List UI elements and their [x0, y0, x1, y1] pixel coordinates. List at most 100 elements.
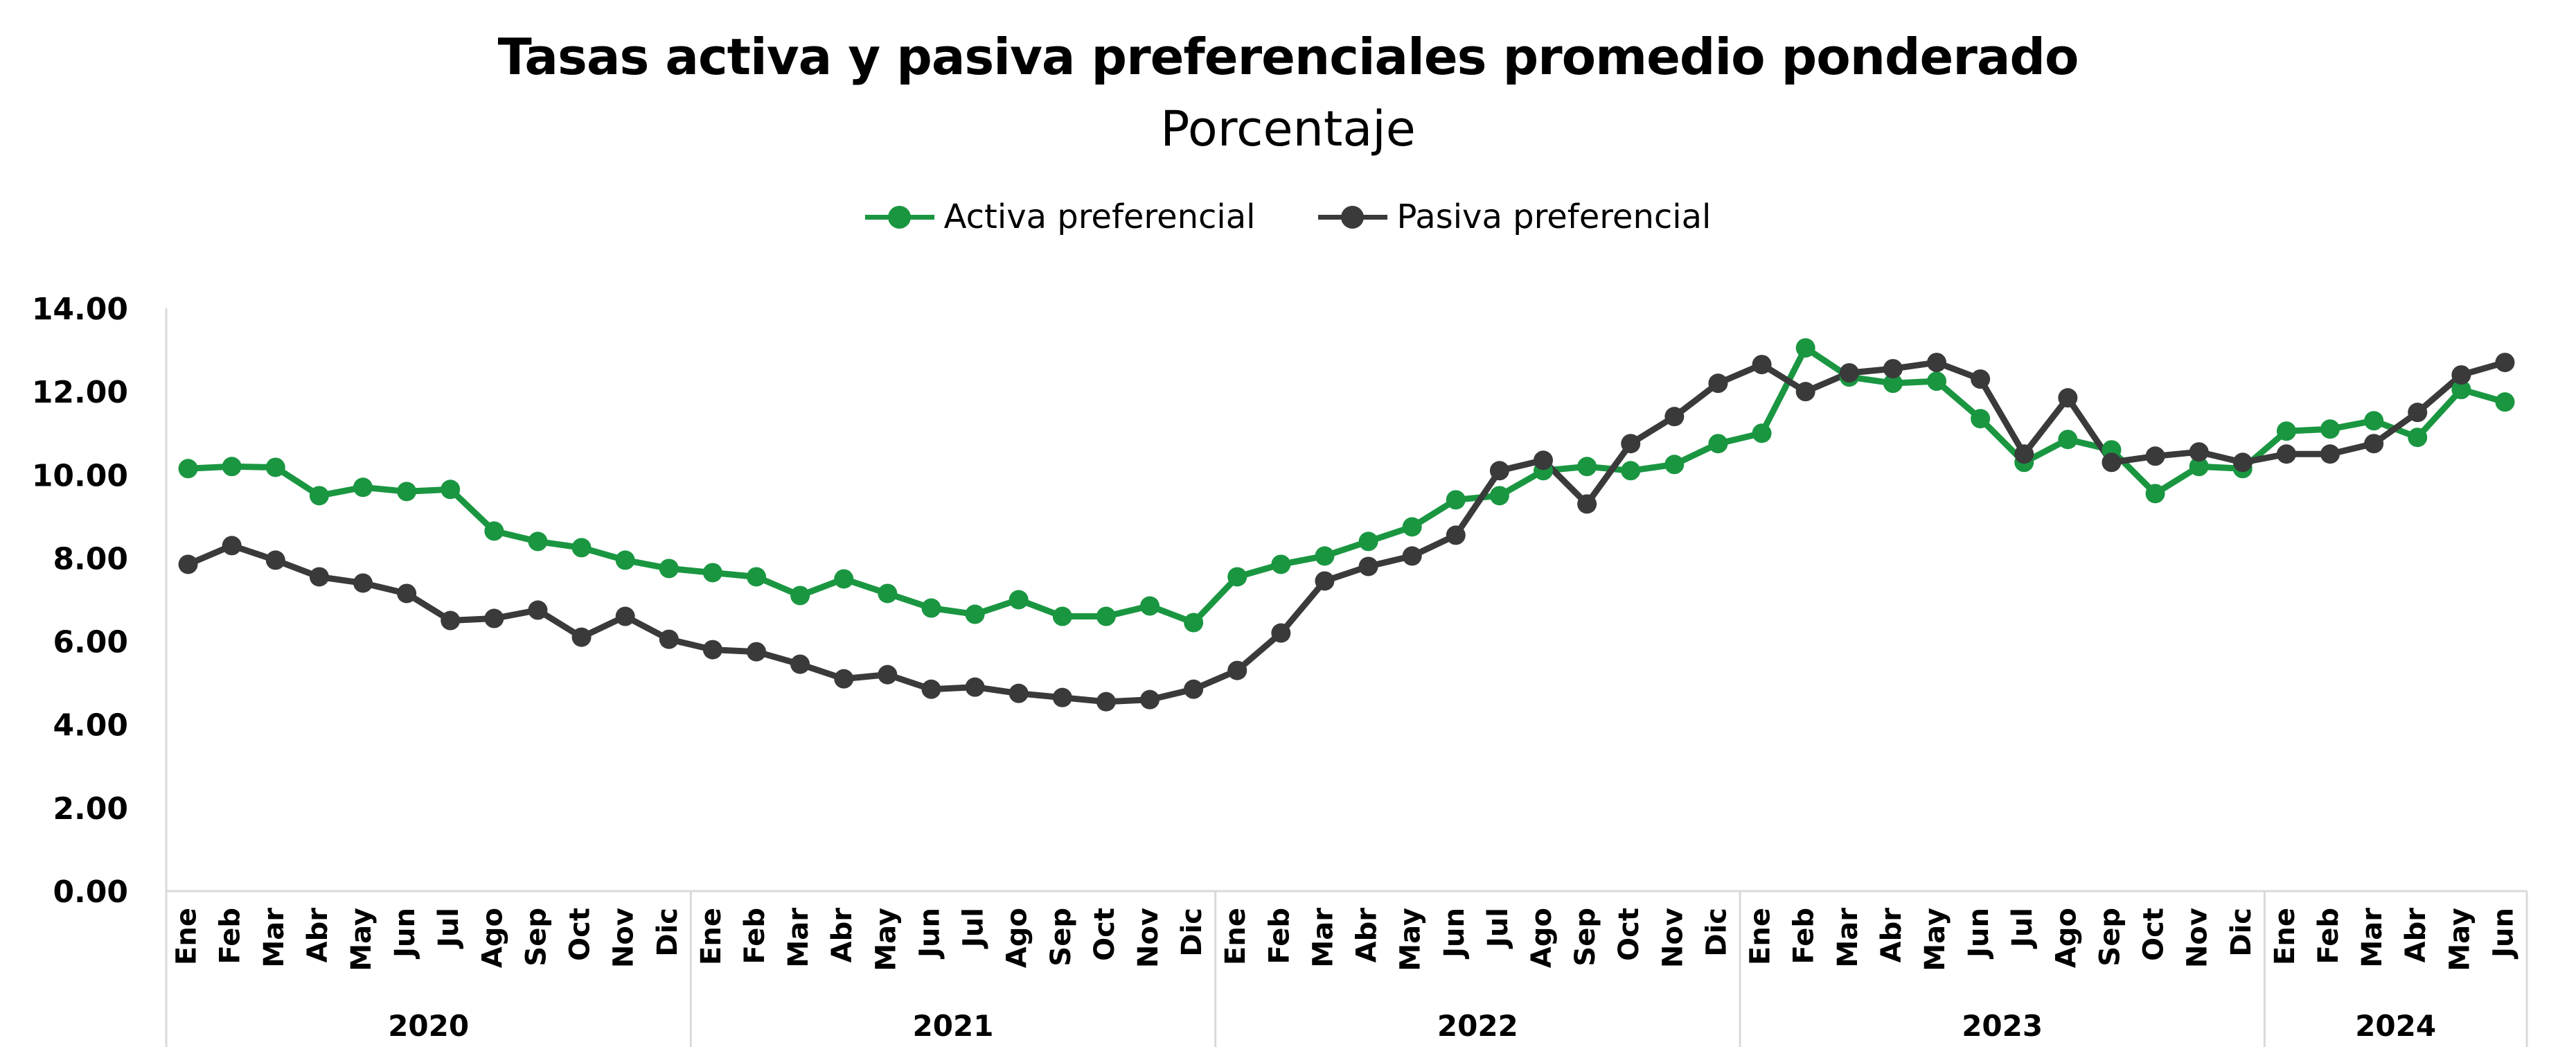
- data-point-activa: [353, 477, 373, 498]
- x-month-label: Feb: [215, 908, 247, 964]
- data-point-activa: [1883, 373, 1903, 394]
- x-month-label: Nov: [1132, 908, 1164, 968]
- x-year-label: 2023: [1962, 1009, 2043, 1043]
- data-point-pasiva: [1446, 525, 1466, 545]
- data-point-activa: [528, 531, 548, 552]
- data-point-activa: [441, 479, 461, 500]
- data-point-pasiva: [2145, 446, 2165, 466]
- x-month-label: May: [870, 908, 902, 971]
- data-point-activa: [2364, 411, 2384, 431]
- y-tick-label: 0.00: [53, 874, 128, 910]
- x-month-label: Ago: [1002, 908, 1033, 968]
- data-point-pasiva: [965, 677, 985, 697]
- data-point-activa: [222, 457, 242, 477]
- data-point-pasiva: [1227, 660, 1247, 680]
- x-month-label: Dic: [1176, 908, 1208, 957]
- data-point-pasiva: [747, 642, 766, 662]
- y-tick-label: 8.00: [53, 541, 128, 577]
- x-month-label: Sep: [2094, 908, 2126, 967]
- data-point-pasiva: [1577, 494, 1597, 514]
- x-month-label: May: [2444, 908, 2476, 971]
- x-month-label: Oct: [1613, 908, 1645, 961]
- x-month-label: Oct: [2138, 908, 2170, 961]
- data-point-activa: [1315, 546, 1335, 566]
- x-month-label: Jun: [2487, 908, 2519, 960]
- data-point-pasiva: [353, 573, 373, 593]
- legend: Activa preferencial Pasiva preferencial: [0, 197, 2576, 236]
- legend-item-pasiva[interactable]: Pasiva preferencial: [1317, 197, 1711, 236]
- data-point-activa: [1227, 567, 1247, 587]
- data-point-pasiva: [659, 629, 679, 649]
- x-month-label: Abr: [302, 908, 334, 963]
- x-month-label: Mar: [1307, 908, 1339, 968]
- x-month-label: Sep: [1045, 908, 1077, 967]
- data-point-activa: [2145, 484, 2165, 504]
- data-point-activa: [1358, 531, 1378, 552]
- data-point-activa: [659, 558, 679, 579]
- data-point-pasiva: [1402, 546, 1422, 566]
- x-month-label: Jun: [1963, 908, 1995, 960]
- x-month-label: Mar: [2356, 908, 2388, 968]
- x-month-label: Dic: [2226, 908, 2257, 957]
- data-point-pasiva: [1271, 623, 1291, 643]
- x-month-label: May: [1919, 908, 1951, 971]
- data-point-pasiva: [2189, 442, 2209, 462]
- y-tick-label: 12.00: [32, 375, 128, 410]
- data-point-activa: [2451, 380, 2471, 400]
- data-point-activa: [747, 567, 766, 587]
- data-point-pasiva: [615, 606, 635, 626]
- x-month-label: Feb: [1263, 908, 1295, 964]
- x-month-label: May: [1395, 908, 1427, 971]
- x-month-label: Feb: [2313, 908, 2345, 964]
- x-month-label: Dic: [652, 908, 684, 957]
- data-point-pasiva: [2014, 444, 2034, 464]
- x-month-label: Abr: [2400, 908, 2432, 963]
- data-point-pasiva: [1883, 359, 1903, 379]
- legend-item-activa[interactable]: Activa preferencial: [864, 197, 1256, 236]
- data-point-activa: [965, 604, 985, 624]
- x-month-label: Ago: [477, 908, 508, 968]
- x-month-label: Abr: [1351, 908, 1383, 963]
- data-point-activa: [921, 598, 941, 618]
- data-point-activa: [265, 457, 285, 477]
- data-point-pasiva: [178, 554, 198, 574]
- data-point-activa: [2320, 419, 2340, 439]
- data-point-pasiva: [1315, 571, 1335, 591]
- data-point-pasiva: [1140, 689, 1160, 710]
- data-point-pasiva: [265, 550, 285, 570]
- data-point-activa: [1489, 486, 1509, 506]
- data-point-activa: [790, 586, 810, 606]
- data-point-pasiva: [1621, 434, 1641, 454]
- data-point-pasiva: [309, 567, 329, 587]
- data-point-activa: [1927, 371, 1946, 391]
- y-tick-label: 6.00: [53, 625, 128, 660]
- x-month-label: Mar: [783, 908, 815, 968]
- data-point-pasiva: [2451, 365, 2471, 385]
- x-month-label: Jun: [389, 908, 421, 960]
- data-point-activa: [1577, 457, 1597, 477]
- legend-swatch-activa: [864, 203, 934, 231]
- x-year-label: 2021: [913, 1009, 994, 1043]
- data-point-pasiva: [2058, 388, 2078, 408]
- x-year-label: 2024: [2355, 1009, 2436, 1043]
- x-month-label: Dic: [1700, 908, 1732, 957]
- data-point-activa: [2058, 430, 2078, 450]
- data-point-pasiva: [2364, 434, 2384, 454]
- data-point-activa: [1402, 517, 1422, 537]
- x-month-label: Jul: [958, 908, 990, 949]
- data-point-activa: [878, 583, 898, 604]
- data-point-pasiva: [1927, 353, 1946, 373]
- x-month-label: Mar: [1832, 908, 1864, 968]
- data-point-activa: [1752, 423, 1772, 443]
- data-point-pasiva: [1708, 373, 1728, 394]
- data-point-activa: [1140, 596, 1160, 616]
- y-tick-label: 14.00: [32, 292, 128, 327]
- legend-marker-pasiva: [1340, 206, 1364, 229]
- data-point-pasiva: [1664, 407, 1685, 427]
- data-point-activa: [702, 563, 722, 583]
- legend-marker-activa: [887, 206, 911, 229]
- x-month-label: Oct: [1089, 908, 1121, 961]
- data-point-activa: [1184, 613, 1204, 633]
- x-year-label: 2022: [1437, 1009, 1518, 1043]
- data-point-activa: [1708, 434, 1728, 454]
